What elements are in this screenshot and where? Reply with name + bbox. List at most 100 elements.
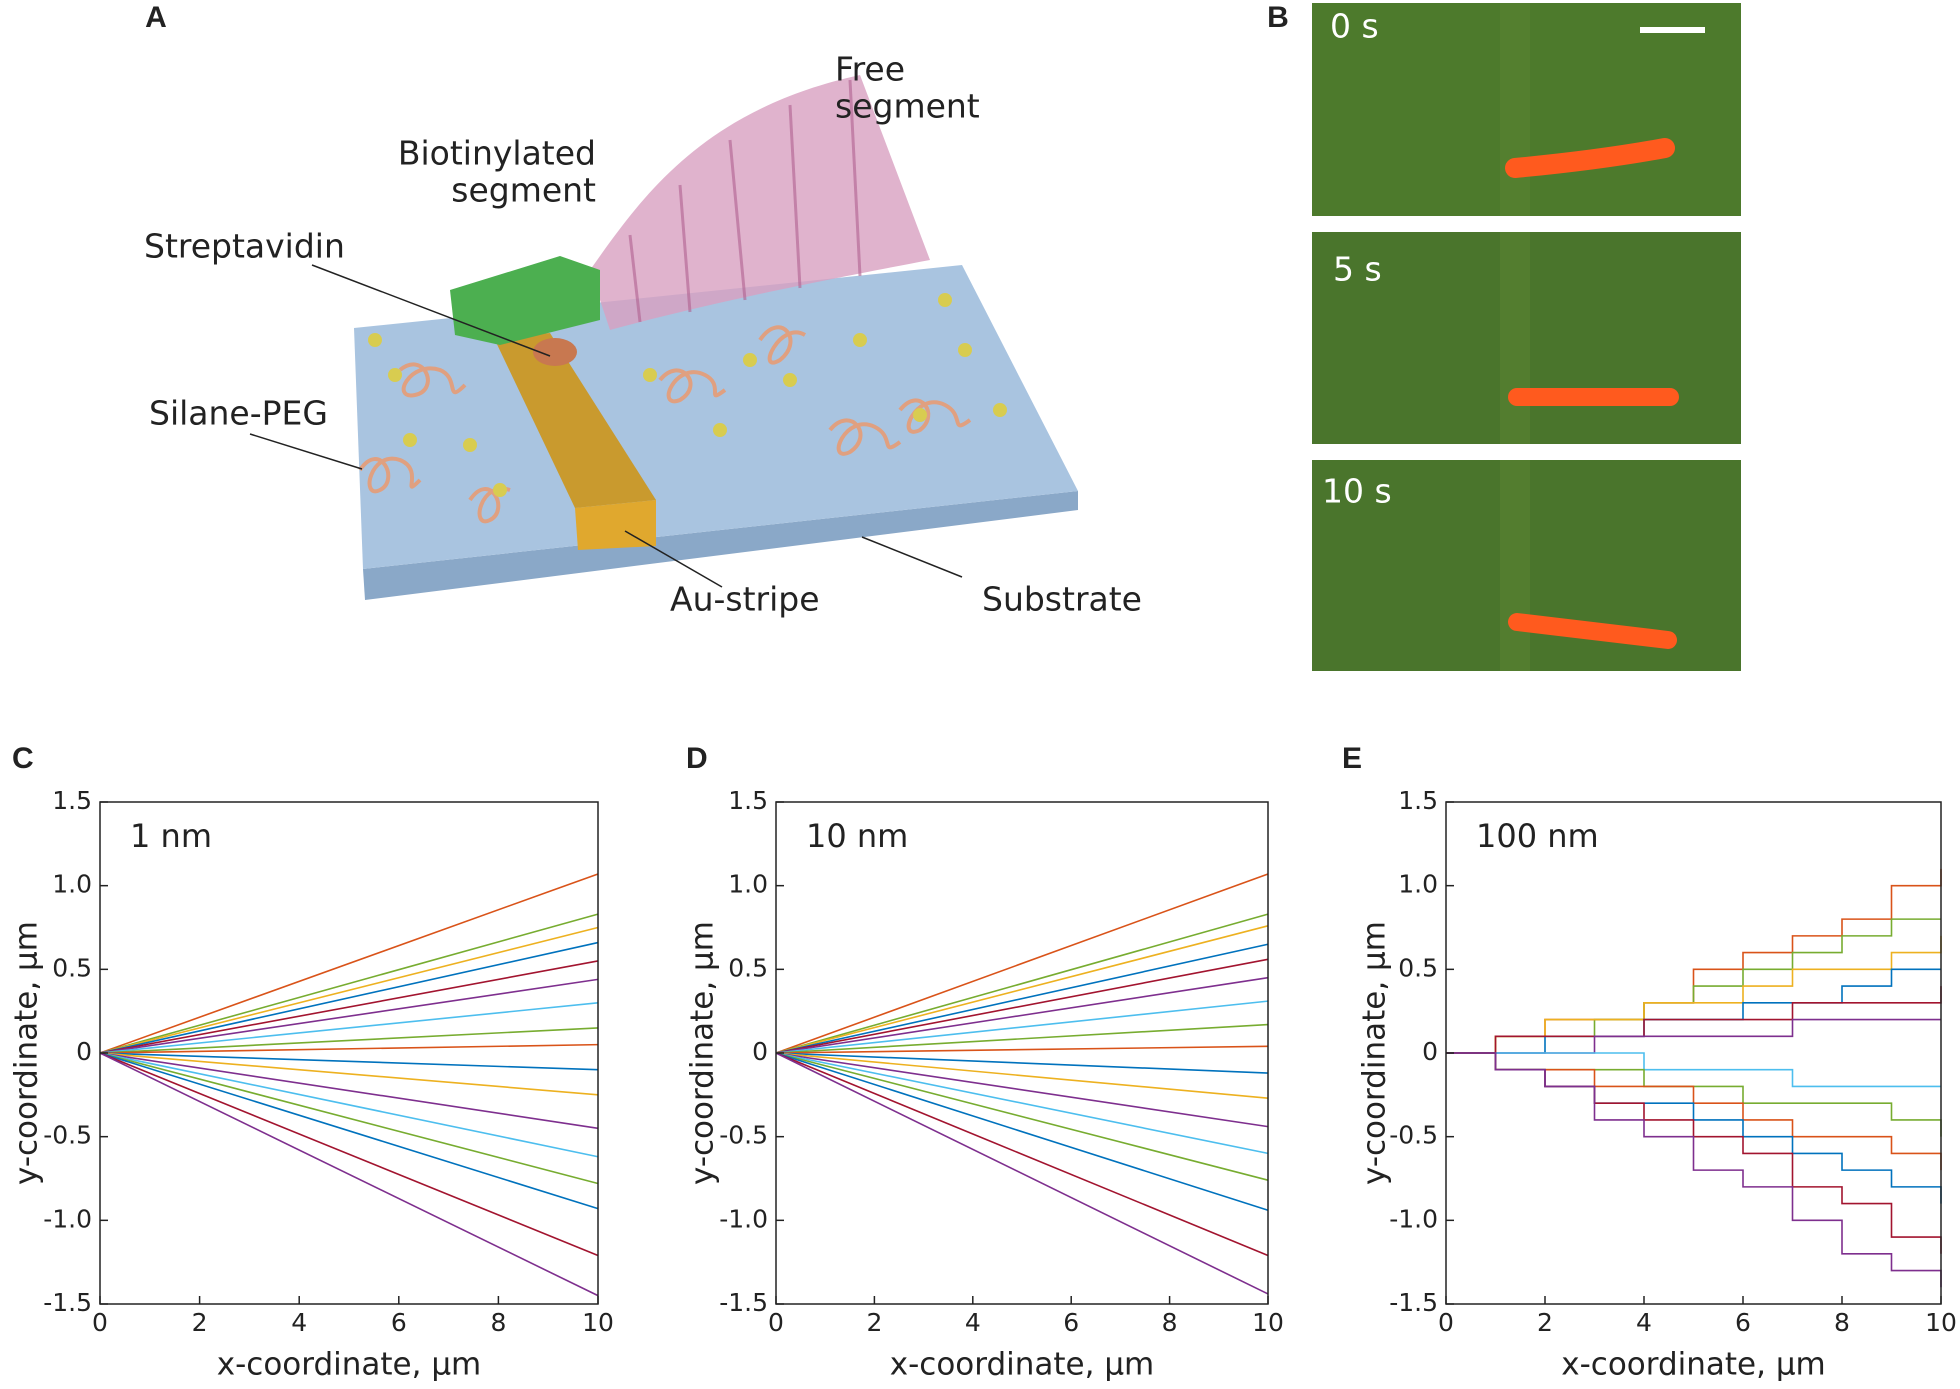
data-line [775,958,1269,1054]
x-tick-label: 6 [1063,1308,1079,1337]
micrograph: 10 s [1312,460,1741,671]
x-axis-label: x-coordinate, µm [217,1347,482,1383]
annotation: Free [835,50,905,89]
free-segment-stripes [628,79,862,323]
y-tick-label: -1.0 [1389,1204,1438,1233]
annotation: Substrate [982,580,1142,619]
data-line [99,1052,599,1210]
y-tick-label: -1.5 [1389,1288,1438,1317]
data-line [99,1052,599,1158]
x-tick-label: 6 [1735,1308,1751,1337]
panel-label: E [1342,742,1362,775]
data-line [775,976,1269,1054]
panel-label: D [686,742,708,775]
x-axis-label: x-coordinate, µm [1561,1347,1826,1383]
data-line [1446,986,1942,1054]
y-tick-label: 0.5 [728,953,768,982]
y-tick-label: -0.5 [1389,1121,1438,1150]
biotin-beads [368,293,1007,497]
annotation: Au-stripe [670,580,820,619]
x-tick-label: 8 [1162,1308,1178,1337]
streptavidin [533,338,577,366]
data-line [99,1052,599,1185]
leader-line [861,536,963,578]
data-line [775,1052,1269,1099]
x-tick-label: 4 [291,1308,307,1337]
panel-label: A [145,1,167,34]
leader-line [249,433,363,470]
x-tick-label: 8 [1834,1308,1850,1337]
x-tick-label: 10 [1252,1308,1284,1337]
data-line [775,925,1269,1054]
data-line [775,1052,1269,1155]
time-label: 5 s [1333,250,1382,289]
y-tick-label: 0.5 [52,953,92,982]
micrograph: 5 s [1312,232,1741,444]
x-tick-label: 6 [391,1308,407,1337]
x-tick-label: 8 [490,1308,506,1337]
y-axis-label: y-coordinate, µm [1357,921,1393,1185]
data-line [775,1052,1269,1257]
y-tick-label: 1.5 [52,786,92,815]
au-stripe-top [494,333,656,508]
y-tick-label: 1.5 [728,786,768,815]
y-tick-label: 0 [752,1037,768,1066]
plot-frame [99,801,599,1305]
x-tick-label: 10 [1925,1308,1957,1337]
x-tick-label: 4 [965,1308,981,1337]
annotation: segment [451,171,596,210]
y-tick-label: 0 [76,1037,92,1066]
data-line [775,1052,1269,1295]
x-tick-label: 2 [866,1308,882,1337]
x-tick-label: 4 [1636,1308,1652,1337]
x-tick-label: 2 [192,1308,208,1337]
annotation: 10 nm [806,817,908,855]
biotinylated-segment [450,256,600,345]
data-line [99,1052,599,1297]
peg-chains [358,325,972,524]
data-line [775,873,1269,1054]
data-line [775,1023,1269,1054]
y-tick-label: 1.0 [52,870,92,899]
y-axis-label: y-coordinate, µm [9,921,45,1185]
data-line [1446,868,1942,1054]
data-line [99,926,599,1054]
x-tick-label: 10 [582,1308,614,1337]
data-line [99,1027,599,1054]
annotation: Silane-PEG [149,394,328,433]
illustration [249,75,1078,600]
y-tick-label: -1.5 [719,1288,768,1317]
panel-label: B [1267,1,1289,34]
data-line [99,1052,599,1071]
data-line [99,941,599,1054]
data-line [775,1052,1269,1181]
time-label: 10 s [1322,472,1392,511]
y-tick-label: -0.5 [719,1121,768,1150]
data-line [775,1045,1269,1054]
data-line [99,1052,599,1130]
substrate-edge [363,491,1078,600]
data-line [99,873,599,1054]
y-tick-label: -1.0 [43,1204,92,1233]
annotation: Streptavidin [144,227,345,266]
data-line [99,1052,599,1096]
y-tick-label: 1.5 [1398,786,1438,815]
leader-line [624,530,723,588]
free-segment [590,75,930,330]
panel-label: C [12,742,34,775]
x-tick-label: 0 [768,1308,784,1337]
micrograph: 0 s [1312,3,1741,216]
data-line [775,1052,1269,1212]
annotation: segment [835,87,980,126]
data-line [775,1000,1269,1054]
leader-line [311,264,551,357]
data-line [775,1052,1269,1074]
y-tick-label: 1.0 [728,870,768,899]
data-line [775,943,1269,1054]
annotation: 100 nm [1476,817,1599,855]
data-line [99,960,599,1054]
y-tick-label: -1.5 [43,1288,92,1317]
y-tick-label: -0.5 [43,1121,92,1150]
x-tick-label: 0 [92,1308,108,1337]
